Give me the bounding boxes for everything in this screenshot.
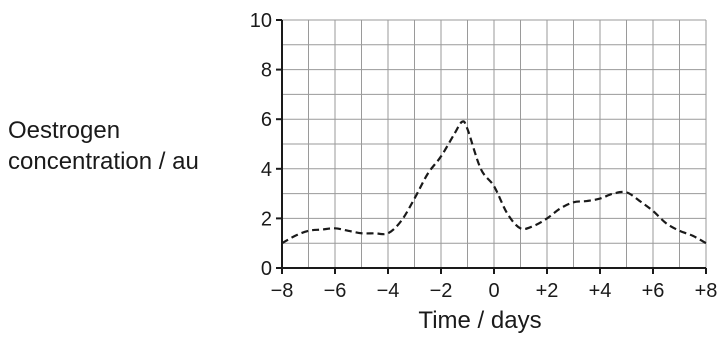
- x-tick-label: −6: [324, 280, 347, 302]
- chart-series: [281, 120, 707, 245]
- x-tick-label: −2: [430, 280, 453, 302]
- y-axis-label-line-2: concentration / au: [8, 148, 199, 175]
- y-tick-label: 0: [261, 258, 272, 280]
- x-tick-label: +4: [589, 280, 612, 302]
- x-axis-label: Time / days: [418, 307, 542, 334]
- x-tick-label: −8: [271, 280, 294, 302]
- x-tick-label: +6: [642, 280, 665, 302]
- x-tick-label: +2: [536, 280, 559, 302]
- x-tick-label: 0: [488, 280, 499, 302]
- y-tick-label: 8: [261, 60, 272, 82]
- y-axis-label-line-1: Oestrogen: [8, 117, 121, 144]
- chart-grid: [282, 19, 707, 268]
- x-tick-label: +8: [695, 280, 717, 302]
- y-tick-label: 10: [250, 10, 272, 32]
- y-tick-label: 6: [261, 109, 272, 131]
- y-tick-label: 2: [261, 208, 272, 230]
- chart-ticks: −8 −6 −4 −2 0 +2 +4 +6 +8 0 2 4 6 8 10: [250, 10, 717, 302]
- oestrogen-series-line: [281, 120, 707, 245]
- y-axis-label: Oestrogen concentration / au: [8, 115, 199, 177]
- y-tick-label: 4: [261, 159, 272, 181]
- x-tick-label: −4: [377, 280, 400, 302]
